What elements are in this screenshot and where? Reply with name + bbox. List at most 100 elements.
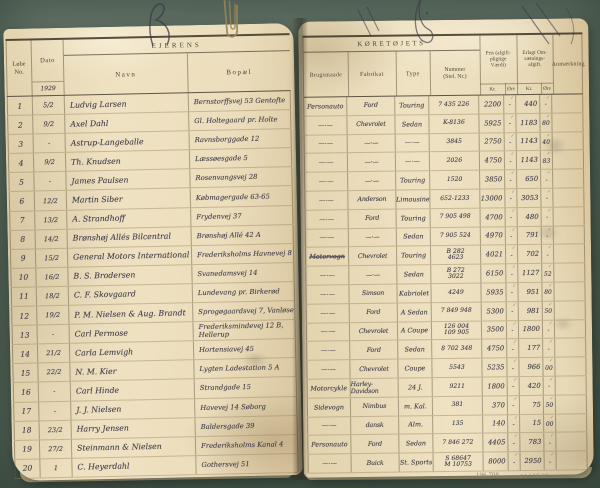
vehicle-use: —·— (303, 134, 348, 154)
price-kr: 2750 (479, 132, 505, 151)
vehicle-type: Coupe (398, 359, 433, 378)
price-ore: ✓ - (504, 132, 517, 151)
tax-ore-value: - (548, 383, 551, 391)
price-kr: 4970 (480, 226, 506, 245)
column-header-remark: Anmærkning (551, 61, 585, 68)
price-kr: 3500 (481, 320, 508, 339)
owner-residence: Rosenvangsvej 28 (190, 167, 293, 188)
pencil-check-icon: ✓ (514, 433, 519, 440)
vehicle-table-header: KØRETØJETS Brugsmaade Fabrikat Type Numm… (302, 34, 585, 98)
remark (553, 188, 585, 207)
tax-ore-value: - (547, 345, 550, 353)
pencil-check-icon: ✓ (550, 433, 555, 440)
pencil-check-icon: ✓ (546, 132, 551, 139)
column-header-use: Brugsmaade (309, 71, 343, 79)
vehicle-use: Sidevogn (306, 397, 352, 417)
price-ore-value: - (512, 402, 515, 410)
entry-date: - (38, 382, 72, 401)
vehicle-use: —·— (305, 266, 350, 285)
tax-kr: 15 (520, 414, 545, 433)
tax-ore: ✓ 00 (544, 414, 557, 433)
entry-date: 14/2 (35, 229, 68, 249)
vehicle-use: Personauto (303, 97, 348, 116)
pencil-check-icon: ✓ (511, 207, 516, 214)
owner-name: James Paulsen (66, 169, 191, 191)
entry-number: 19 (13, 440, 41, 459)
entry-date: 18/2 (36, 286, 70, 306)
entry-number: 9 (9, 249, 37, 268)
table-row: —·— Buick St. Sports S 68647 M 10753 800… (307, 451, 588, 474)
entry-number: 2 (7, 115, 34, 135)
pencil-check-icon: ✓ (512, 264, 517, 271)
vehicle-make: Ford (350, 340, 399, 360)
pencil-check-icon: ✓ (547, 188, 552, 195)
owner-residence: Bernstorffsvej 53 Gentofte (188, 91, 292, 112)
owner-name: Th. Knudsen (65, 150, 191, 172)
column-header-date: Dato 1929 (31, 39, 65, 96)
vehicle-make: Ford (351, 434, 400, 454)
subheader-kr: Kr. (489, 86, 496, 93)
price-ore-value: - (512, 439, 515, 447)
price-kr: 5925 (479, 114, 505, 133)
owner-name: Ludvig Larsen (64, 93, 190, 114)
column-header-name: Navn (63, 53, 189, 95)
pencil-check-icon: ✓ (512, 320, 517, 327)
tax-ore-value: - (548, 439, 551, 447)
owner-name: Martin Siber (66, 188, 192, 210)
vehicle-use: —·— (305, 285, 350, 304)
owner-name: N. M. Kier (70, 360, 195, 382)
pencil-check-icon: ✓ (510, 132, 515, 139)
entry-date: 16/2 (36, 267, 69, 287)
ink-dot (425, 11, 429, 15)
pencil-check-icon: ✓ (549, 357, 554, 364)
remark (555, 338, 587, 357)
tax-ore-value: - (547, 326, 550, 334)
remark (556, 451, 588, 470)
pencil-check-icon: ✓ (547, 245, 553, 252)
vehicle-type: —·— (395, 133, 430, 152)
price-kr: 8000 (483, 452, 509, 471)
owner-name: C. Heyerdahl (72, 455, 197, 477)
pencil-check-icon: ✓ (548, 282, 553, 289)
remark (555, 357, 587, 376)
tax-ore: ✓- (541, 207, 554, 226)
tax-kr: 420 (519, 376, 544, 395)
right-page: KØRETØJETS Brugsmaade Fabrikat Type Numm… (298, 18, 594, 480)
price-ore: ✓ - (507, 339, 520, 358)
price-ore-value: - (509, 195, 512, 203)
vehicle-type: Sedan (399, 434, 434, 453)
price-ore-value: - (511, 327, 514, 335)
owner-name: Carl Hinde (70, 379, 196, 401)
pencil-check-icon: ✓ (549, 376, 554, 383)
price-ore-value: - (511, 364, 515, 372)
tax-kr: 981 (518, 301, 543, 320)
tax-ore: ✓ 50 (542, 301, 555, 320)
vehicle-make: Chevrolet (350, 359, 399, 379)
owner-name: Steinmann & Nielsen (71, 436, 197, 458)
owner-residence: Svanedamsvej 14 (192, 262, 295, 284)
price-ore-value: - (512, 383, 515, 391)
vehicle-use: Motorvogn (304, 247, 350, 266)
pencil-check-icon: ✓ (510, 151, 515, 158)
remark (554, 263, 586, 282)
tax-kr: 783 (520, 433, 545, 452)
entry-date: 5/2 (32, 95, 66, 115)
ruled-line (504, 83, 507, 95)
owner-residence: Frydenvej 37 (191, 205, 294, 226)
vehicle-make: dansk (351, 416, 400, 435)
date-label: Dato (39, 57, 55, 65)
owner-residence: Havevej 14 Søborg (195, 396, 298, 417)
remark (553, 169, 585, 188)
entry-date: 19/2 (37, 305, 70, 325)
pencil-check-icon: ✓ (547, 263, 553, 270)
entry-number: 8 (9, 230, 36, 249)
column-header-number: Løbe No. (5, 40, 33, 97)
vehicle-use: —·— (305, 322, 351, 342)
owner-residence: Strandgade 15 (194, 377, 298, 398)
pencil-check-icon: ✓ (513, 358, 518, 365)
pencil-check-icon: ✓ (512, 283, 517, 290)
owner-name: J. J. Nielsen (71, 398, 196, 420)
price-ore-value: - (510, 251, 513, 259)
vehicle-number: S 68647 M 10753 (433, 452, 484, 472)
remark (556, 413, 588, 433)
